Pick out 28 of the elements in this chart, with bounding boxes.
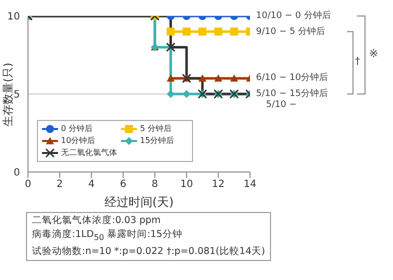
y-tick-label: 5	[14, 90, 20, 101]
y-tick-label: 0	[14, 168, 20, 179]
x-tick-label: 0	[24, 179, 32, 190]
y-tick-label: 10	[7, 12, 20, 23]
x-tick-label: 4	[88, 179, 95, 190]
x-tick-label: 8	[152, 179, 158, 190]
x-tick-label: 14	[244, 179, 256, 190]
text: 5/10 − 15分钟后	[256, 89, 328, 99]
x-axis-title: 经过时间(天)	[104, 195, 174, 209]
x-tick-label: 6	[120, 179, 126, 190]
legend-label: 0 分钟后	[61, 123, 93, 135]
legend-label: 无二氧化氯气体	[61, 147, 117, 159]
x-tick-label: 2	[56, 179, 63, 190]
text: 6/10 − 10分钟后	[256, 73, 328, 84]
legend-label: 5 分钟后	[140, 123, 172, 135]
text: 5/10 −	[266, 100, 297, 110]
text: 病毒滴度:1LD$_{50}$ 暴露时间:15分钟	[32, 229, 182, 242]
y-axis-title: 生存数量(只)	[2, 62, 14, 126]
text: †	[355, 56, 360, 67]
text: 二氧化氯气体浓度:0.03 ppm	[32, 215, 161, 226]
x-tick-label: 12	[212, 179, 225, 190]
text: 试验动物数:n=10 *:p=0.022 †:p=0.081(比較14天)	[32, 246, 266, 257]
text: 10/10 − 0 分钟后	[256, 11, 331, 21]
legend-label: 10分钟后	[61, 135, 96, 147]
text: ※	[369, 47, 378, 60]
legend-label: 15分钟后	[140, 135, 174, 147]
x-tick-label: 10	[180, 179, 193, 190]
text: 9/10 − 5 分钟后	[256, 26, 326, 37]
